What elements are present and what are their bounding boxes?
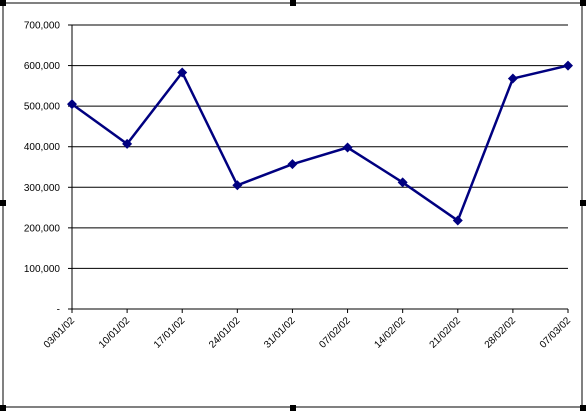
y-tick-label: 500,000 — [24, 102, 61, 113]
marker — [177, 67, 188, 78]
marker — [342, 142, 353, 153]
y-tick-label: 700,000 — [24, 21, 61, 32]
y-tick-label: 200,000 — [24, 223, 61, 234]
y-tick-label: 300,000 — [24, 183, 61, 194]
y-tick-label: 600,000 — [24, 61, 61, 72]
marker — [232, 180, 243, 191]
y-tick-label: 100,000 — [24, 264, 61, 275]
marker — [287, 159, 298, 170]
y-tick-label: 400,000 — [24, 142, 61, 153]
line — [71, 64, 569, 223]
chart-border — [2, 2, 583, 408]
marker — [452, 215, 463, 226]
marker — [67, 99, 77, 110]
marker — [507, 73, 518, 84]
y-tick-label: - — [57, 305, 60, 316]
marker — [397, 177, 408, 188]
marker — [122, 138, 133, 149]
marker — [563, 60, 573, 71]
